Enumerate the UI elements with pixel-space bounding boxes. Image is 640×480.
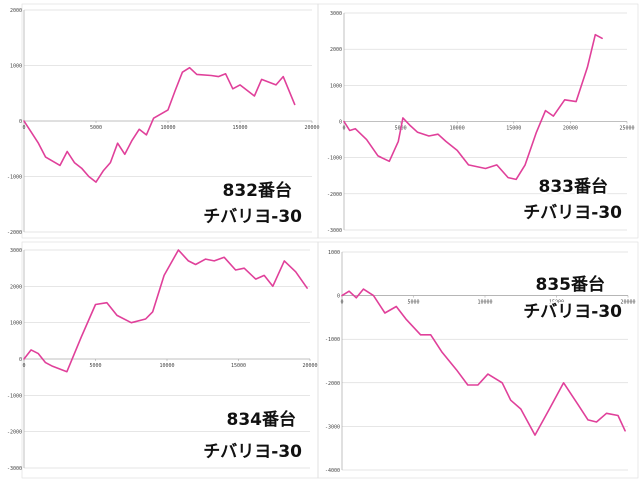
y-tick-label: -3000 [325, 424, 340, 430]
y-tick-label: 0 [19, 119, 22, 125]
payout-series-line [23, 66, 296, 183]
machine-number-label: 835番台 [536, 274, 606, 295]
y-tick-label: 3000 [10, 248, 22, 254]
y-tick-label: 0 [337, 294, 340, 300]
y-tick-label: 1000 [10, 64, 22, 70]
machine-model-label: チバリヨ-30 [203, 207, 302, 227]
y-tick-label: -3000 [7, 466, 22, 472]
y-tick-label: -1000 [325, 337, 340, 343]
panel-frame [317, 3, 639, 239]
payout-series-line [343, 33, 603, 181]
y-tick-label: -2000 [325, 381, 340, 387]
machine-number-label: 834番台 [227, 409, 297, 430]
y-tick-label: 3000 [330, 11, 342, 17]
x-tick-label: 0 [22, 363, 25, 369]
y-tick-label: 2000 [10, 284, 22, 290]
payout-series-line [23, 249, 308, 373]
y-tick-label: -3000 [327, 228, 342, 234]
y-tick-label: -4000 [325, 468, 340, 474]
x-tick-label: 5000 [407, 300, 419, 306]
payout-series-line [341, 288, 626, 436]
machine-model-label: チバリヨ-30 [203, 442, 302, 462]
y-tick-label: -1000 [327, 156, 342, 162]
x-tick-label: 10000 [450, 126, 465, 132]
x-tick-label: 10000 [477, 300, 492, 306]
y-tick-label: 1000 [328, 250, 340, 256]
y-tick-label: -1000 [7, 393, 22, 399]
y-tick-label: -2000 [327, 192, 342, 198]
x-tick-label: 10000 [160, 125, 175, 131]
x-tick-label: 15000 [232, 125, 247, 131]
y-tick-label: 2000 [330, 47, 342, 53]
x-tick-label: 20000 [620, 300, 635, 306]
x-tick-label: 20000 [302, 363, 317, 369]
x-tick-label: 5000 [89, 363, 101, 369]
x-tick-label: 25000 [619, 126, 634, 132]
x-tick-label: 10000 [159, 363, 174, 369]
y-tick-label: -2000 [7, 430, 22, 436]
y-tick-label: 0 [19, 357, 22, 363]
x-tick-label: 15000 [549, 300, 564, 306]
x-tick-label: 20000 [304, 125, 319, 131]
y-tick-label: 1000 [10, 321, 22, 327]
machine-model-label: チバリヨ-30 [523, 203, 622, 223]
x-tick-label: 15000 [506, 126, 521, 132]
machine-model-label: チバリヨ-30 [523, 302, 622, 322]
x-tick-label: 0 [22, 125, 25, 131]
x-tick-label: 20000 [563, 126, 578, 132]
machine-number-label: 832番台 [223, 180, 293, 201]
panel-frame [317, 241, 639, 479]
x-tick-label: 0 [340, 300, 343, 306]
y-tick-label: 0 [339, 120, 342, 126]
x-tick-label: 0 [342, 126, 345, 132]
y-tick-label: 1000 [330, 83, 342, 89]
y-tick-label: -1000 [7, 175, 22, 181]
y-tick-label: -2000 [7, 230, 22, 236]
x-tick-label: 15000 [231, 363, 246, 369]
y-tick-label: 2000 [10, 8, 22, 14]
x-tick-label: 5000 [90, 125, 102, 131]
machine-number-label: 833番台 [539, 176, 609, 197]
